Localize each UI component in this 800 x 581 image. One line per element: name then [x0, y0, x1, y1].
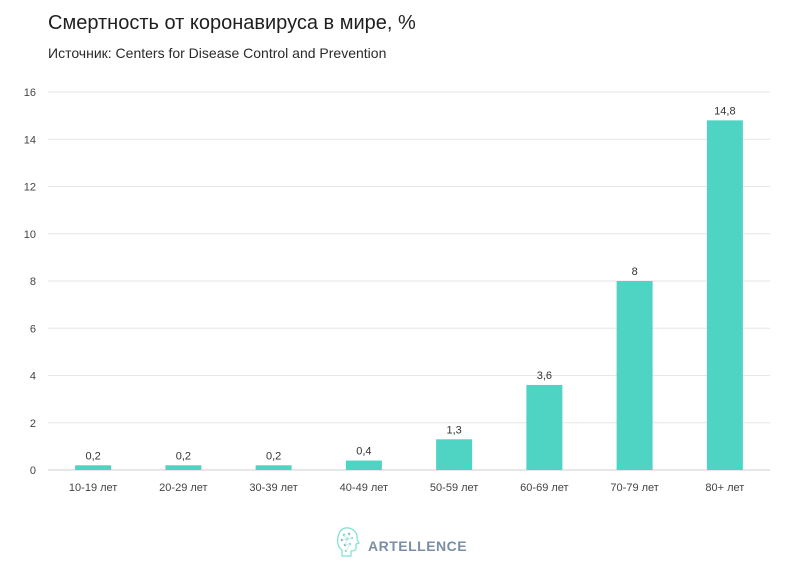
x-tick-label: 60-69 лет: [520, 482, 568, 494]
x-tick-label: 20-29 лет: [159, 482, 207, 494]
y-tick-label: 10: [24, 229, 36, 241]
y-axis-ticks: 0 2 4 6 8 10 12 14 16: [24, 87, 36, 477]
bar-value-label: 1,3: [446, 424, 461, 436]
value-labels: 0,2 0,2 0,2 0,4 1,3 3,6 8 14,8: [85, 105, 735, 462]
y-tick-label: 8: [30, 276, 36, 288]
x-tick-label: 40-49 лет: [340, 482, 388, 494]
bar-value-label: 3,6: [537, 370, 552, 382]
x-tick-label: 10-19 лет: [69, 482, 117, 494]
bar-5: [526, 384, 563, 470]
chart-title: Смертность от коронавируса в мире, %: [48, 12, 416, 34]
bar-value-label: 0,4: [356, 446, 371, 458]
bar-chart: 0 2 4 6 8 10 12 14 16 0,2 0,2 0,2 0,4 1,3 3,6 8 14,8 10…: [24, 87, 770, 494]
bar-value-label: 0,2: [266, 450, 281, 462]
bar-value-label: 0,2: [176, 450, 191, 462]
chart-subtitle: Источник: Centers for Disease Control an…: [48, 45, 387, 61]
y-tick-label: 0: [30, 465, 36, 477]
y-tick-label: 12: [24, 182, 36, 194]
bar-4: [436, 439, 473, 470]
x-tick-label: 50-59 лет: [430, 482, 478, 494]
brand-logo: ARTELLENCE: [336, 526, 467, 565]
gridlines: [48, 91, 770, 471]
bar-value-label: 0,2: [85, 450, 100, 462]
head-profile-icon: [336, 526, 360, 565]
brand-name: ARTELLENCE: [368, 537, 468, 554]
bar-1: [165, 465, 202, 470]
bar-2: [255, 465, 292, 470]
bar-0: [75, 465, 112, 470]
bar-3: [345, 460, 382, 470]
x-tick-label: 70-79 лет: [610, 482, 658, 494]
y-tick-label: 6: [30, 323, 36, 335]
y-tick-label: 4: [30, 371, 36, 383]
x-tick-label: 80+ лет: [705, 482, 744, 494]
bar-7: [706, 120, 743, 470]
bars: [75, 120, 743, 470]
bar-6: [616, 281, 653, 470]
y-tick-label: 14: [24, 134, 36, 146]
y-tick-label: 2: [30, 418, 36, 430]
x-axis-ticks: 10-19 лет 20-29 лет 30-39 лет 40-49 лет 50-5…: [69, 482, 744, 494]
bar-value-label: 14,8: [714, 105, 735, 117]
y-tick-label: 16: [24, 87, 36, 99]
bar-value-label: 8: [632, 266, 638, 278]
x-tick-label: 30-39 лет: [249, 482, 297, 494]
